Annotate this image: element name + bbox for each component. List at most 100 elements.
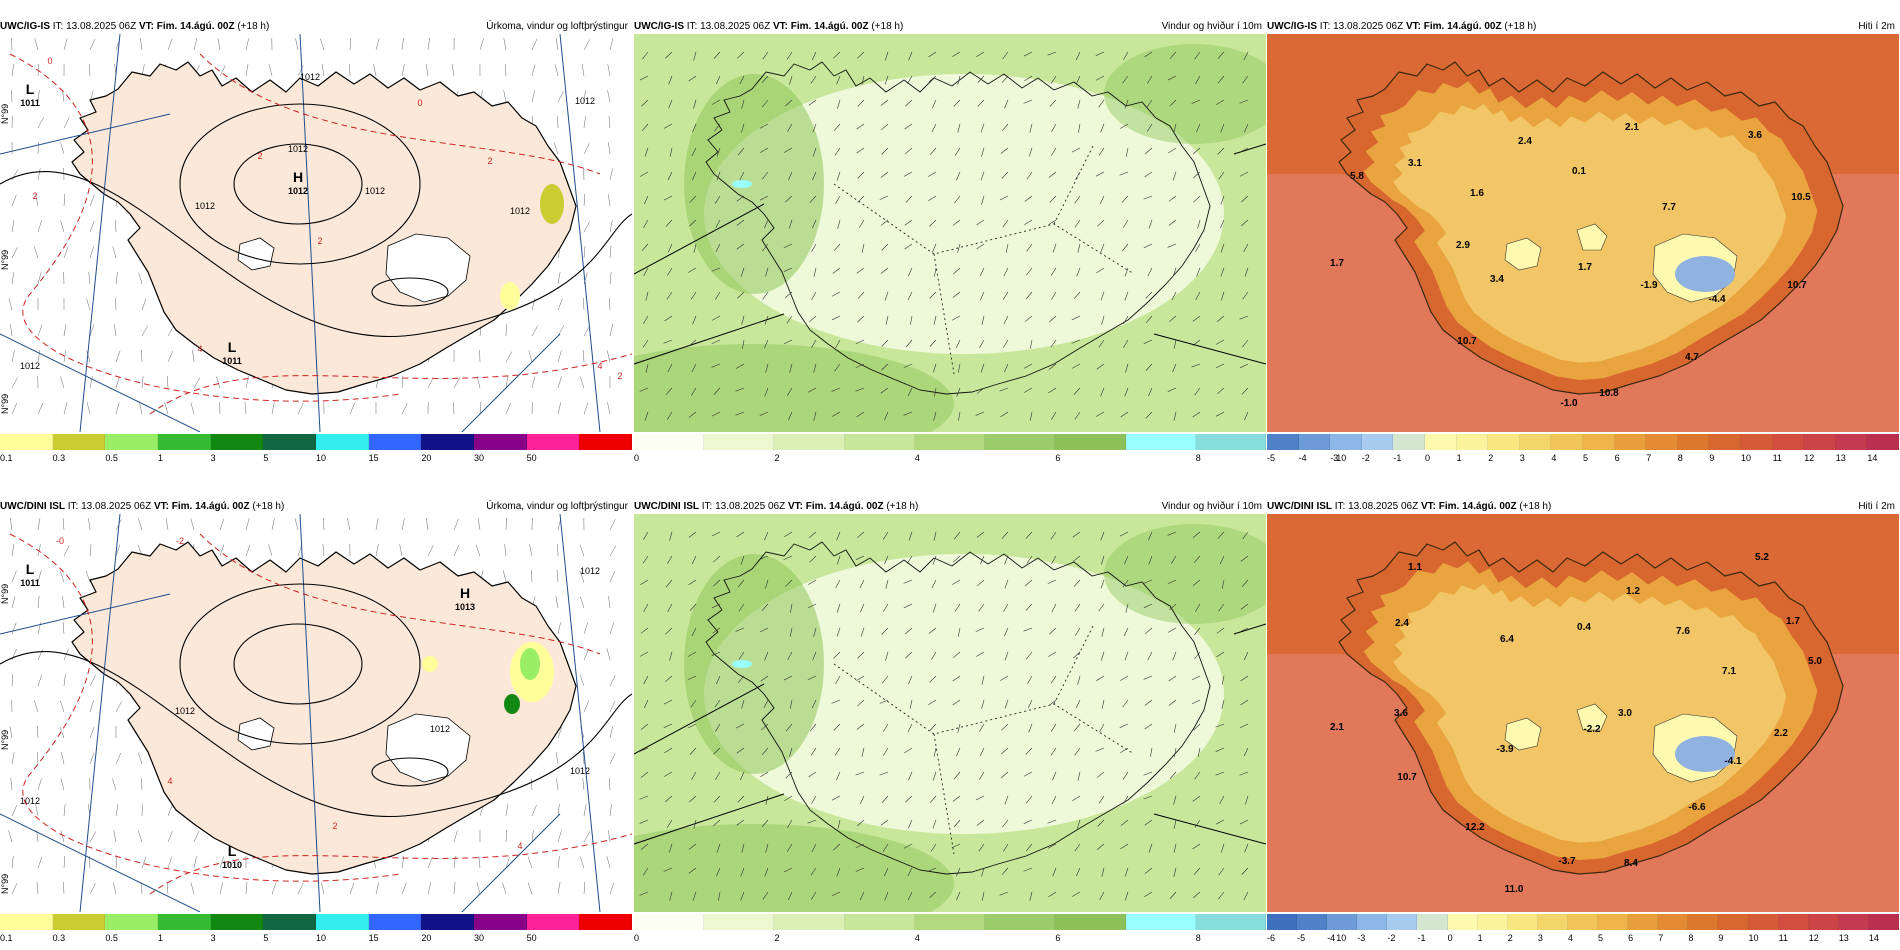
wind-arrow bbox=[807, 819, 817, 824]
wind-barb bbox=[530, 778, 533, 791]
temperature-value: 2.4 bbox=[1518, 136, 1532, 147]
wind-arrow bbox=[1242, 531, 1249, 540]
wind-barb bbox=[62, 518, 65, 531]
wind-arrow bbox=[1168, 675, 1177, 682]
wind-barb bbox=[583, 221, 590, 233]
wind-barb bbox=[37, 570, 42, 583]
wind-barb bbox=[502, 570, 507, 583]
legend-tick-label: 10 bbox=[1336, 933, 1347, 943]
wind-arrow bbox=[907, 291, 913, 301]
temperature-value: -2.2 bbox=[1583, 724, 1601, 735]
wind-arrow bbox=[787, 819, 793, 828]
wind-barb bbox=[89, 752, 95, 765]
wind-arrow bbox=[811, 699, 817, 709]
wind-arrow bbox=[953, 555, 961, 563]
legend-tick-label: 9 bbox=[1709, 453, 1715, 463]
wind-barb bbox=[476, 882, 481, 895]
legend-swatch bbox=[985, 914, 1056, 930]
wind-barb bbox=[167, 856, 173, 869]
wind-arrow bbox=[785, 195, 793, 203]
wind-barb bbox=[608, 194, 611, 207]
wind-arrow bbox=[765, 843, 769, 853]
wind-arrow bbox=[783, 867, 793, 873]
isobar-label: 1012 bbox=[510, 206, 530, 216]
wind-barb bbox=[89, 324, 95, 337]
legend-swatch bbox=[1646, 434, 1678, 450]
wind-arrow bbox=[928, 627, 937, 634]
wind-arrow bbox=[736, 195, 745, 202]
iceland-landmass bbox=[71, 541, 577, 875]
wind-arrow bbox=[952, 675, 961, 682]
it-value: 13.08.2025 06Z bbox=[81, 501, 152, 512]
legend-swatch bbox=[1357, 914, 1388, 930]
map-area[interactable]: 5.8 3.1 2.4 2.1 3.6 0.1 1.6 7.7 10.5 2.9 1.7 3.4 1.7… bbox=[1267, 34, 1899, 432]
wind-arrow bbox=[934, 267, 937, 277]
isobar-label: 1012 bbox=[430, 724, 450, 734]
map-area[interactable] bbox=[634, 514, 1266, 912]
wind-arrow bbox=[641, 99, 649, 107]
precip-panel-dini: UWC/DINI ISL IT: 13.08.2025 06Z VT: Fim.… bbox=[0, 498, 633, 948]
legend-swatch bbox=[105, 434, 159, 450]
wind-arrow bbox=[643, 195, 649, 205]
wind-arrow bbox=[1195, 243, 1201, 252]
wind-arrow bbox=[1244, 267, 1249, 277]
wind-barb bbox=[555, 596, 559, 609]
map-area[interactable] bbox=[634, 34, 1266, 432]
wind-barb bbox=[401, 64, 405, 77]
temperature-value: 3.6 bbox=[1394, 708, 1408, 719]
map-area[interactable]: 1012 1012 1012 1012 1012 -0 -2 4 4 2 L 1011 H 1013 L 10… bbox=[0, 514, 632, 912]
legend-tick-label: -1 bbox=[1417, 933, 1426, 943]
wind-arrow bbox=[904, 123, 913, 130]
wind-barb bbox=[190, 882, 195, 895]
wind-arrow bbox=[1192, 579, 1201, 586]
wind-barb bbox=[165, 518, 169, 531]
wind-arrow bbox=[979, 339, 985, 348]
isotherm-label: 2 bbox=[257, 151, 262, 161]
wind-arrow bbox=[978, 843, 985, 852]
it-value: 13.08.2025 06Z bbox=[700, 21, 771, 32]
wind-barb bbox=[583, 116, 586, 129]
precip-area bbox=[520, 648, 540, 680]
wind-barb bbox=[426, 64, 429, 77]
map-area[interactable]: 1012 1012 1012 1012 1012 1012 1012 0 2 2 2 2 4 4 2 0 L 10… bbox=[0, 34, 632, 432]
wind-arrow bbox=[1026, 267, 1033, 276]
wind-arrow bbox=[1168, 315, 1177, 323]
wind-arrow bbox=[713, 387, 721, 395]
temp-legend: -5 -4 -3 -2 -1 0 1 2 3 4 5 6 7 8 9 10 11 12 13 14 bbox=[1267, 434, 1899, 468]
wind-barb bbox=[320, 38, 325, 51]
lead-time: (+18 h) bbox=[252, 501, 285, 512]
wind-arrow bbox=[1240, 699, 1249, 706]
wind-arrow bbox=[687, 723, 697, 729]
wind-arrow bbox=[1096, 267, 1105, 274]
wind-arrow bbox=[1217, 147, 1225, 155]
wind-arrow bbox=[856, 123, 865, 130]
wind-arrow bbox=[1173, 819, 1177, 829]
wind-arrow bbox=[715, 771, 721, 780]
wind-barb bbox=[427, 38, 430, 51]
glacier-outline bbox=[385, 233, 471, 303]
wind-arrow bbox=[764, 867, 769, 877]
wind-arrow bbox=[836, 771, 841, 781]
wind-arrow bbox=[1173, 123, 1177, 133]
lead-time: (+18 h) bbox=[886, 501, 919, 512]
wind-barb bbox=[138, 830, 143, 843]
model-name: UWC/DINI ISL bbox=[634, 501, 699, 512]
wind-barb bbox=[89, 39, 96, 51]
it-value: 13.08.2025 06Z bbox=[1348, 501, 1419, 512]
pressure-center-value: 1013 bbox=[455, 602, 475, 612]
frame-line bbox=[634, 313, 785, 365]
wind-barb bbox=[112, 882, 117, 895]
wind-barb bbox=[63, 350, 67, 363]
wind-arrow bbox=[836, 531, 841, 541]
wind-arrow bbox=[951, 315, 961, 321]
wind-barb bbox=[453, 518, 459, 531]
legend-tick-label: 4 bbox=[1567, 933, 1573, 943]
wind-barb bbox=[582, 778, 585, 791]
wind-arrow bbox=[837, 819, 841, 829]
precip-legend: 0.1 0.3 0.5 1 3 5 10 15 20 30 50 bbox=[0, 434, 633, 468]
wind-barb bbox=[89, 726, 95, 739]
lead-time: (+18 h) bbox=[237, 21, 270, 32]
wind-arrow bbox=[1073, 579, 1081, 587]
map-area[interactable]: 1.1 5.2 1.2 2.4 6.4 0.4 7.6 1.7 5.0 7.1 3.6 2.1 3.0-… bbox=[1267, 514, 1899, 912]
wind-strong-area bbox=[684, 74, 824, 294]
